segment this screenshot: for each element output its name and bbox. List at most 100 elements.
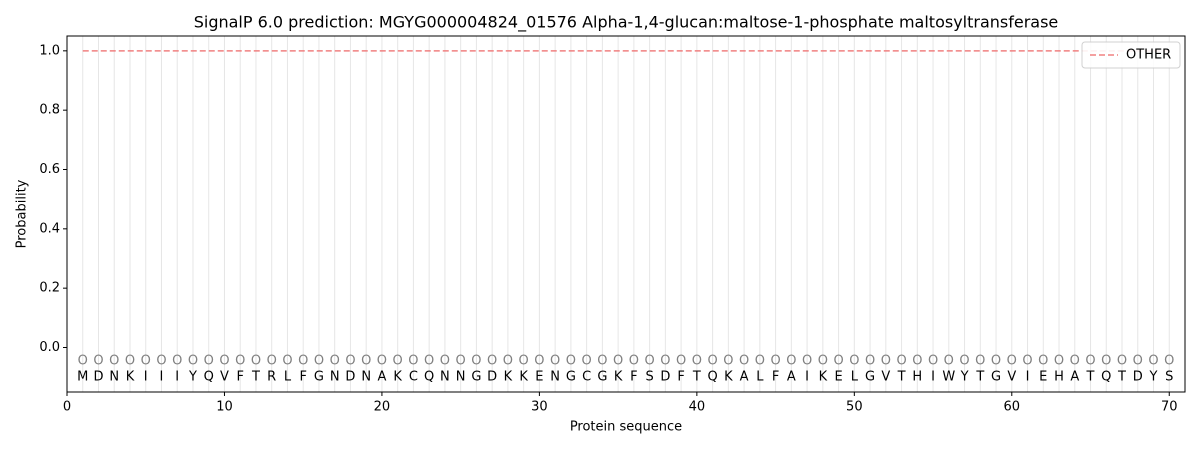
- predicted-label: O: [881, 354, 891, 369]
- predicted-label: O: [1054, 354, 1064, 369]
- predicted-label: O: [471, 354, 481, 369]
- residue-label: F: [236, 370, 243, 385]
- predicted-label: O: [896, 354, 906, 369]
- residue-label: E: [834, 370, 842, 385]
- predicted-label: O: [566, 354, 576, 369]
- predicted-label: O: [156, 354, 166, 369]
- residue-label: R: [267, 370, 276, 385]
- predicted-label: O: [786, 354, 796, 369]
- x-tick-label: 30: [531, 400, 548, 415]
- predicted-label: O: [991, 354, 1001, 369]
- predicted-label: O: [393, 354, 403, 369]
- predicted-label: O: [849, 354, 859, 369]
- residue-label: D: [1133, 370, 1143, 385]
- predicted-label: O: [928, 354, 938, 369]
- residue-label: V: [220, 370, 229, 385]
- residue-label: L: [284, 370, 292, 385]
- predicted-label: O: [802, 354, 812, 369]
- predicted-label: O: [692, 354, 702, 369]
- residue-label: I: [144, 370, 148, 385]
- predicted-label: O: [550, 354, 560, 369]
- residue-label: I: [931, 370, 935, 385]
- chart-title: SignalP 6.0 prediction: MGYG000004824_01…: [194, 13, 1059, 33]
- legend-box: [1081, 41, 1181, 69]
- residue-label: E: [535, 370, 543, 385]
- residue-label: T: [1117, 370, 1126, 385]
- predicted-label: O: [298, 354, 308, 369]
- residue-label: A: [740, 370, 749, 385]
- predicted-label: O: [1070, 354, 1080, 369]
- residue-label: T: [251, 370, 260, 385]
- predicted-label: O: [503, 354, 513, 369]
- residue-label: I: [805, 370, 809, 385]
- y-tick-label: 0.8: [39, 103, 60, 118]
- residue-label: D: [660, 370, 670, 385]
- x-axis-label: Protein sequence: [570, 420, 682, 435]
- predicted-label: O: [78, 354, 88, 369]
- residue-label: E: [1039, 370, 1047, 385]
- residue-label: Q: [424, 370, 434, 385]
- residue-label: F: [630, 370, 637, 385]
- x-tick-label: 10: [216, 400, 233, 415]
- predicted-label: O: [408, 354, 418, 369]
- residue-label: C: [582, 370, 591, 385]
- x-tick-label: 50: [846, 400, 863, 415]
- residue-label: V: [881, 370, 890, 385]
- residue-label: H: [1054, 370, 1064, 385]
- predicted-label: O: [660, 354, 670, 369]
- residue-label: A: [1070, 370, 1079, 385]
- predicted-label: O: [755, 354, 765, 369]
- predicted-label: O: [1117, 354, 1127, 369]
- predicted-label: O: [707, 354, 717, 369]
- residue-label: N: [550, 370, 560, 385]
- residue-label: A: [377, 370, 386, 385]
- residue-label: N: [440, 370, 450, 385]
- predicted-label: O: [519, 354, 529, 369]
- residue-label: L: [756, 370, 764, 385]
- x-tick-label: 20: [374, 400, 391, 415]
- residue-label: K: [126, 370, 135, 385]
- residue-label: T: [692, 370, 701, 385]
- residue-label: S: [645, 370, 653, 385]
- residue-label: F: [772, 370, 779, 385]
- residue-label: N: [456, 370, 466, 385]
- predicted-label: O: [723, 354, 733, 369]
- residue-label: G: [991, 370, 1001, 385]
- residue-label: I: [1026, 370, 1030, 385]
- residue-label: V: [1007, 370, 1016, 385]
- predicted-label: O: [1148, 354, 1158, 369]
- predicted-label: O: [93, 354, 103, 369]
- predicted-label: O: [865, 354, 875, 369]
- residue-label: W: [942, 370, 955, 385]
- predicted-label: O: [141, 354, 151, 369]
- predicted-label: O: [330, 354, 340, 369]
- predicted-label: O: [818, 354, 828, 369]
- predicted-label: O: [597, 354, 607, 369]
- predicted-label: O: [109, 354, 119, 369]
- x-tick-label: 0: [63, 400, 71, 415]
- y-tick-label: 0.0: [39, 340, 60, 355]
- predicted-label: O: [1101, 354, 1111, 369]
- residue-label: Q: [204, 370, 214, 385]
- residue-label: T: [897, 370, 906, 385]
- residue-label: K: [724, 370, 733, 385]
- residue-label: N: [109, 370, 119, 385]
- residue-label: T: [1086, 370, 1095, 385]
- y-axis-label: Probability: [15, 179, 30, 248]
- residue-label: D: [93, 370, 103, 385]
- residue-label: G: [597, 370, 607, 385]
- residue-label: L: [851, 370, 859, 385]
- predicted-label: O: [975, 354, 985, 369]
- x-tick-label: 60: [1004, 400, 1021, 415]
- predicted-label: O: [739, 354, 749, 369]
- predicted-label: O: [424, 354, 434, 369]
- predicted-label: O: [188, 354, 198, 369]
- predicted-label: O: [1007, 354, 1017, 369]
- residue-label: S: [1165, 370, 1173, 385]
- predicted-label: O: [219, 354, 229, 369]
- predicted-label: O: [912, 354, 922, 369]
- predicted-label: O: [959, 354, 969, 369]
- predicted-label: O: [534, 354, 544, 369]
- residue-label: I: [175, 370, 179, 385]
